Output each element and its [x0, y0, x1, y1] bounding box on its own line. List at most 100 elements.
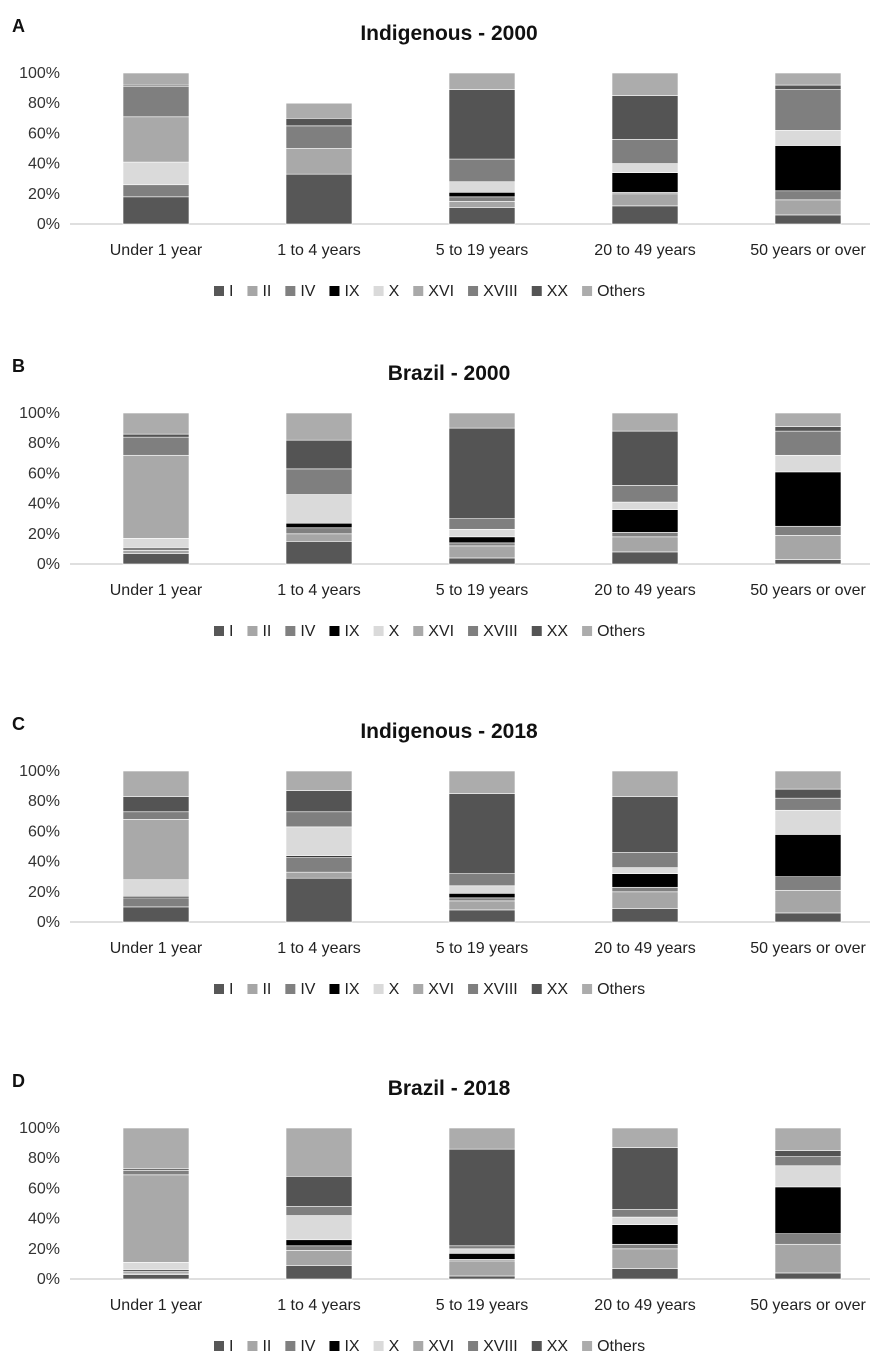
bar-segment-xviii — [774, 1156, 842, 1167]
bar-stack-under-1-year — [122, 1127, 190, 1280]
legend-swatch — [329, 984, 340, 994]
legend-swatch — [247, 626, 258, 636]
bar-segment-i — [285, 877, 353, 923]
legend-item-ii: II — [247, 283, 271, 300]
legend-item-i: I — [214, 1338, 233, 1355]
bar-segment-i — [448, 1275, 516, 1280]
legend-label: X — [389, 981, 400, 998]
legend-item-xvi: XVI — [413, 283, 454, 300]
legend-label: XX — [547, 283, 569, 300]
legend-swatch — [373, 1341, 384, 1351]
legend-label: IX — [344, 1338, 359, 1355]
legend-item-iv: IV — [285, 283, 316, 300]
legend-item-ii: II — [247, 623, 271, 640]
y-tick-label: 20% — [28, 884, 60, 901]
bar-stack-under-1-year — [122, 770, 190, 923]
bar-segment-ix — [611, 509, 679, 533]
bar-stack-5-to-19-years — [448, 1127, 516, 1280]
bar-segment-i — [122, 196, 190, 225]
bar-segment-ii — [611, 1248, 679, 1269]
bar-segment-iv — [611, 1243, 679, 1250]
bar-segment-others — [122, 72, 190, 86]
bar-segment-iv — [774, 525, 842, 536]
bar-segment-xx — [448, 427, 516, 519]
bar-segment-xviii — [611, 485, 679, 503]
legend-item-xvi: XVI — [413, 981, 454, 998]
legend-item-xx: XX — [531, 623, 568, 640]
bar-segment-ix — [448, 1253, 516, 1260]
bar-segment-ix — [448, 191, 516, 198]
legend-label: IV — [300, 623, 315, 640]
bar-segment-x — [448, 1248, 516, 1254]
legend-item-xx: XX — [531, 981, 569, 998]
bar-segment-iv — [285, 527, 353, 535]
legend-swatch — [285, 984, 296, 994]
chart-panel-d: D Brazil - 2018 0% 20% 40% 60% 80% 100% Under 1 … — [12, 1071, 870, 1355]
legend-label: II — [262, 283, 271, 300]
bar-segment-i — [448, 909, 516, 923]
category-label: 50 years or over — [750, 242, 866, 259]
legend-swatch — [247, 984, 258, 994]
category-label: 20 to 49 years — [594, 242, 695, 259]
category-label: 20 to 49 years — [594, 940, 695, 957]
bar-segment-others — [611, 412, 679, 432]
legend-label: IV — [300, 981, 315, 998]
bar-segment-xx — [122, 433, 190, 438]
bar-segment-xx — [611, 95, 679, 140]
legend-swatch — [582, 984, 593, 994]
legend-item-xx: XX — [531, 1338, 568, 1355]
y-tick-label: 20% — [28, 1241, 60, 1258]
bar-segment-x — [774, 454, 842, 473]
bar-segment-ii — [285, 533, 353, 542]
legend: I II IV IX X XVI XVIII XX Others — [214, 283, 645, 300]
legend-label: XVIII — [483, 283, 518, 300]
legend-label: XX — [547, 981, 569, 998]
bar-segment-others — [448, 770, 516, 794]
y-tick-label: 80% — [28, 793, 60, 810]
legend-item-others: Others — [582, 283, 645, 300]
bar-stack-5-to-19-years — [448, 770, 516, 923]
y-tick-label: 0% — [37, 1271, 60, 1288]
legend-label: IV — [300, 1338, 315, 1355]
bar-segment-i — [285, 173, 353, 225]
legend-swatch — [468, 984, 479, 994]
bar-segment-x — [122, 879, 190, 897]
legend-item-ix: IX — [329, 283, 360, 300]
legend-swatch — [329, 286, 340, 296]
bar-stack-50-years-or-over — [774, 770, 842, 923]
y-tick-label: 40% — [28, 854, 60, 871]
legend-swatch — [413, 1341, 424, 1351]
legend-label: II — [262, 1338, 271, 1355]
bar-segment-x — [774, 1165, 842, 1188]
bar-segment-others — [285, 412, 353, 441]
chart-title: Indigenous - 2018 — [360, 720, 538, 743]
bar-segment-xx — [448, 1148, 516, 1247]
bar-segment-others — [611, 72, 679, 96]
bar-segment-ii — [774, 199, 842, 216]
y-tick-label: 20% — [28, 526, 60, 543]
bar-segment-ii — [448, 1260, 516, 1277]
bar-segment-xx — [774, 426, 842, 432]
chart-title: Brazil - 2018 — [388, 1077, 511, 1100]
bar-segment-i — [774, 912, 842, 923]
bar-segment-x — [448, 528, 516, 538]
legend-swatch — [285, 286, 296, 296]
bar-segment-others — [285, 770, 353, 791]
bar-segment-ix — [774, 834, 842, 877]
bar-segment-iv — [122, 184, 190, 198]
bar-segment-x — [611, 501, 679, 510]
category-label: Under 1 year — [110, 582, 203, 599]
bar-segment-xviii — [285, 811, 353, 828]
bar-segment-i — [122, 553, 190, 565]
bar-stack-1-to-4-years — [285, 412, 353, 565]
legend-item-others: Others — [582, 1338, 645, 1355]
legend-swatch — [531, 626, 542, 636]
bar-segment-ii — [448, 900, 516, 911]
category-label: 1 to 4 years — [277, 1297, 361, 1314]
legend-item-ix: IX — [329, 1338, 360, 1355]
bar-segment-i — [285, 1265, 353, 1280]
panel-letter: A — [12, 16, 25, 36]
legend-item-i: I — [214, 283, 233, 300]
category-label: 1 to 4 years — [277, 582, 361, 599]
